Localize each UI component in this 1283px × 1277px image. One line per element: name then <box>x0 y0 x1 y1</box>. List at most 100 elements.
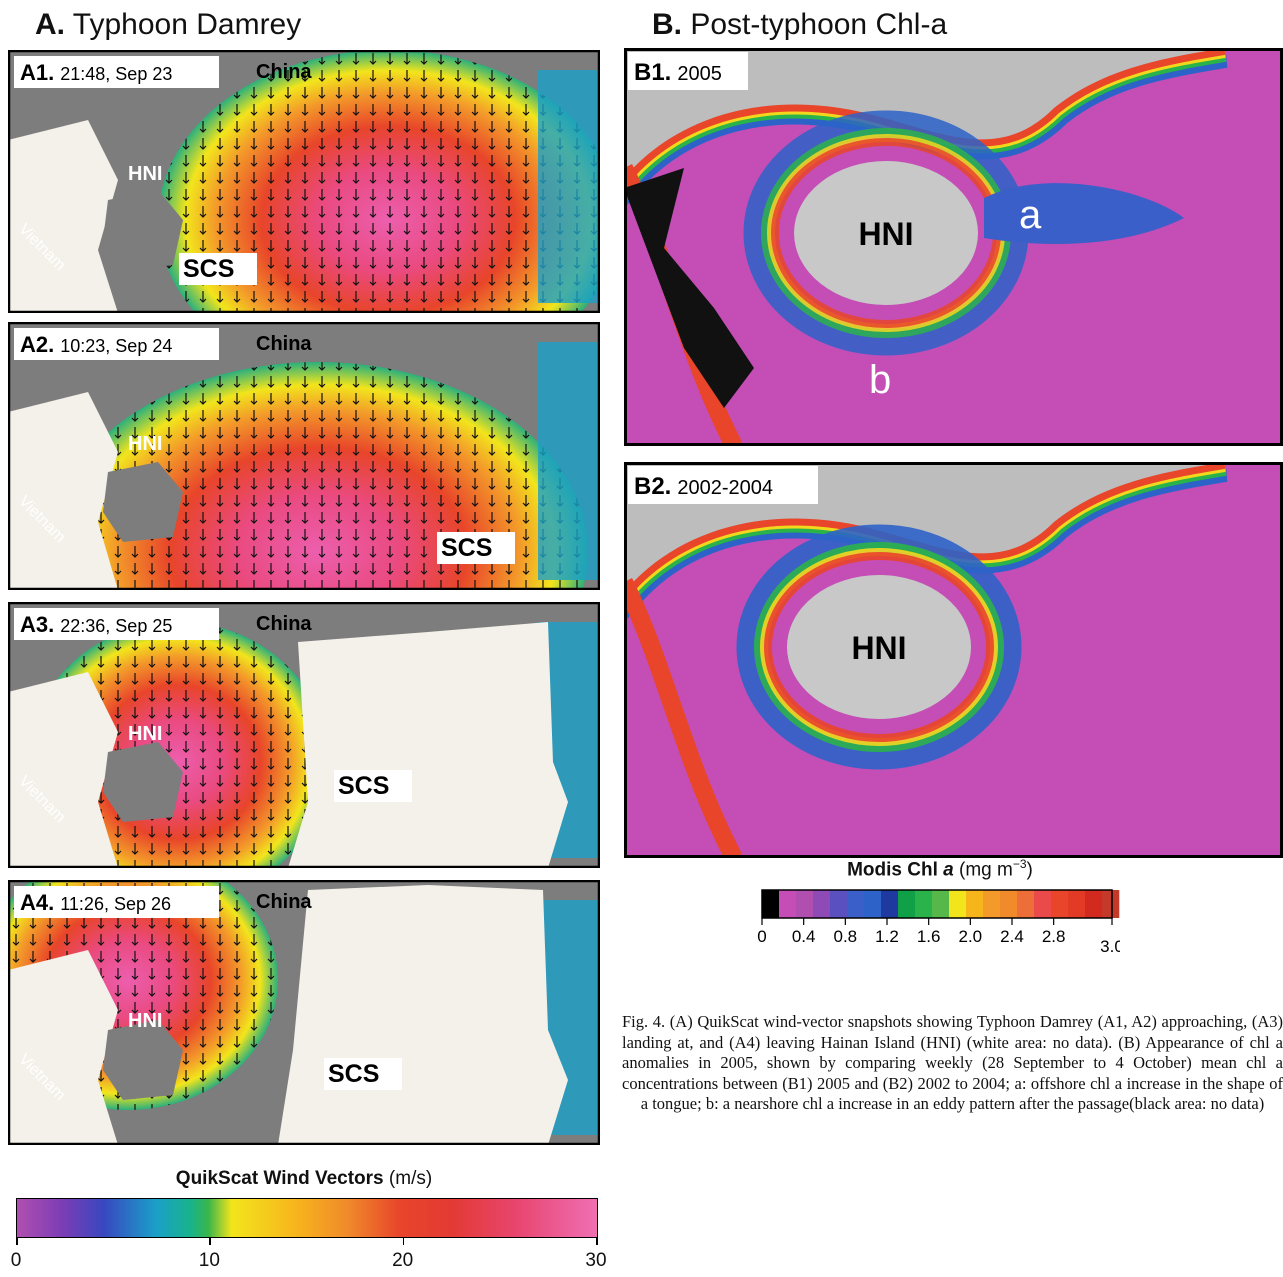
title-italic: a <box>943 859 954 880</box>
sea-label: SCS <box>441 534 492 562</box>
island-label: HNI <box>128 433 162 455</box>
tick-label: 2.8 <box>1042 927 1066 946</box>
title: QuikScat Wind Vectors <box>176 1168 384 1189</box>
color-step <box>762 890 779 918</box>
sea-label: SCS <box>338 772 389 800</box>
sea-label: SCS <box>183 255 234 283</box>
tick-label: 0.8 <box>834 927 858 946</box>
panel-label: A4. 11:26, Sep 26 <box>20 890 171 915</box>
panel-id: A1. <box>20 60 54 85</box>
heading-b: B. Post-typhoon Chl-a <box>652 8 947 42</box>
page: {"panel_a":{"label":"A.","title":"Typhoo… <box>0 0 1283 1277</box>
tick-label: 0 <box>0 1250 46 1272</box>
feature-label: b <box>869 358 891 402</box>
color-step <box>881 890 898 918</box>
tick-label: 20 <box>373 1250 433 1272</box>
color-step <box>1102 890 1119 918</box>
heading-title: Post-typhoon Chl-a <box>690 8 947 41</box>
unit: (mg m <box>959 859 1013 880</box>
color-step <box>949 890 966 918</box>
island-label: HNI <box>851 630 906 666</box>
tick-mark <box>596 1237 598 1245</box>
panel-label: B1.2005 <box>634 59 722 86</box>
wind-field-east <box>538 70 600 303</box>
color-step <box>1000 890 1017 918</box>
unit-end: ) <box>1027 859 1033 880</box>
color-step <box>796 890 813 918</box>
tick-label: 3.0 <box>1100 937 1120 956</box>
unit-exp: −3 <box>1013 857 1027 871</box>
island-label: HNI <box>128 723 162 745</box>
heading-label: A. <box>35 8 65 41</box>
island-label: HNI <box>128 1010 162 1032</box>
panel-id: A4. <box>20 890 54 915</box>
color-step <box>932 890 949 918</box>
panel-label: A3. 22:36, Sep 25 <box>20 612 172 637</box>
no-data-east <box>278 885 568 1145</box>
north-label: China <box>256 333 312 355</box>
caption: Fig. 4. (A) QuikScat wind-vector snapsho… <box>622 1012 1283 1115</box>
no-data-east <box>288 622 568 868</box>
feature-label: a <box>1019 193 1042 237</box>
color-step <box>1034 890 1051 918</box>
no-data-west <box>8 120 118 313</box>
tick-label: 1.6 <box>917 927 941 946</box>
color-step <box>966 890 983 918</box>
color-step <box>813 890 830 918</box>
panel-time: 11:26, Sep 26 <box>60 894 171 914</box>
tick-mark <box>209 1237 211 1245</box>
tick-label: 10 <box>179 1250 239 1272</box>
no-data-west <box>8 392 118 590</box>
no-data-west <box>8 950 118 1145</box>
color-step <box>1068 890 1085 918</box>
north-label: China <box>256 61 312 83</box>
panel-time: 10:23, Sep 24 <box>60 336 172 356</box>
tick-label: 0.4 <box>792 927 816 946</box>
heading-label: B. <box>652 8 682 41</box>
title: Modis Chl <box>847 859 938 880</box>
north-label: China <box>256 891 312 913</box>
panel-label: B2. 2002-2004 <box>634 473 773 500</box>
color-step <box>983 890 1000 918</box>
color-step <box>1017 890 1034 918</box>
heading-title: Typhoon Damrey <box>73 8 301 41</box>
panel-id: B2. <box>634 473 671 500</box>
chl-map: B2. 2002-2004 HNI <box>624 462 1283 858</box>
color-step <box>779 890 796 918</box>
panel-period: 2005 <box>677 63 722 85</box>
tick-label: 1.2 <box>875 927 899 946</box>
island-label: HNI <box>858 216 913 252</box>
panel-time: 21:48, Sep 23 <box>60 64 172 84</box>
tick-label: 0 <box>757 927 766 946</box>
panel-id: A3. <box>20 612 54 637</box>
wind-colorbar <box>16 1198 598 1238</box>
panel-label: A1. 21:48, Sep 23 <box>20 60 172 85</box>
island-label: HNI <box>128 163 162 185</box>
chl-map: B1.2005 HNI a b <box>624 48 1283 446</box>
wind-field-east <box>538 342 600 580</box>
color-step <box>915 890 932 918</box>
tick-label: 2.0 <box>959 927 983 946</box>
tick-label: 30 <box>566 1250 626 1272</box>
color-step <box>830 890 847 918</box>
unit: (m/s) <box>389 1168 432 1189</box>
panel-time: 22:36, Sep 25 <box>60 616 172 636</box>
panel-label: A2.10:23, Sep 24 <box>20 332 172 357</box>
tick-mark <box>16 1237 18 1245</box>
color-step <box>847 890 864 918</box>
north-label: China <box>256 613 312 635</box>
heading-a: A. Typhoon Damrey <box>35 8 301 42</box>
color-step <box>1051 890 1068 918</box>
wind-colorbar-title: QuikScat Wind Vectors (m/s) <box>8 1168 600 1190</box>
sea-label: SCS <box>328 1060 379 1088</box>
no-data-west <box>8 672 118 868</box>
panel-period: 2002-2004 <box>677 477 773 499</box>
color-step <box>898 890 915 918</box>
chl-colorbar-title: Modis Chl a (mg m−3) <box>700 857 1180 881</box>
color-step <box>864 890 881 918</box>
